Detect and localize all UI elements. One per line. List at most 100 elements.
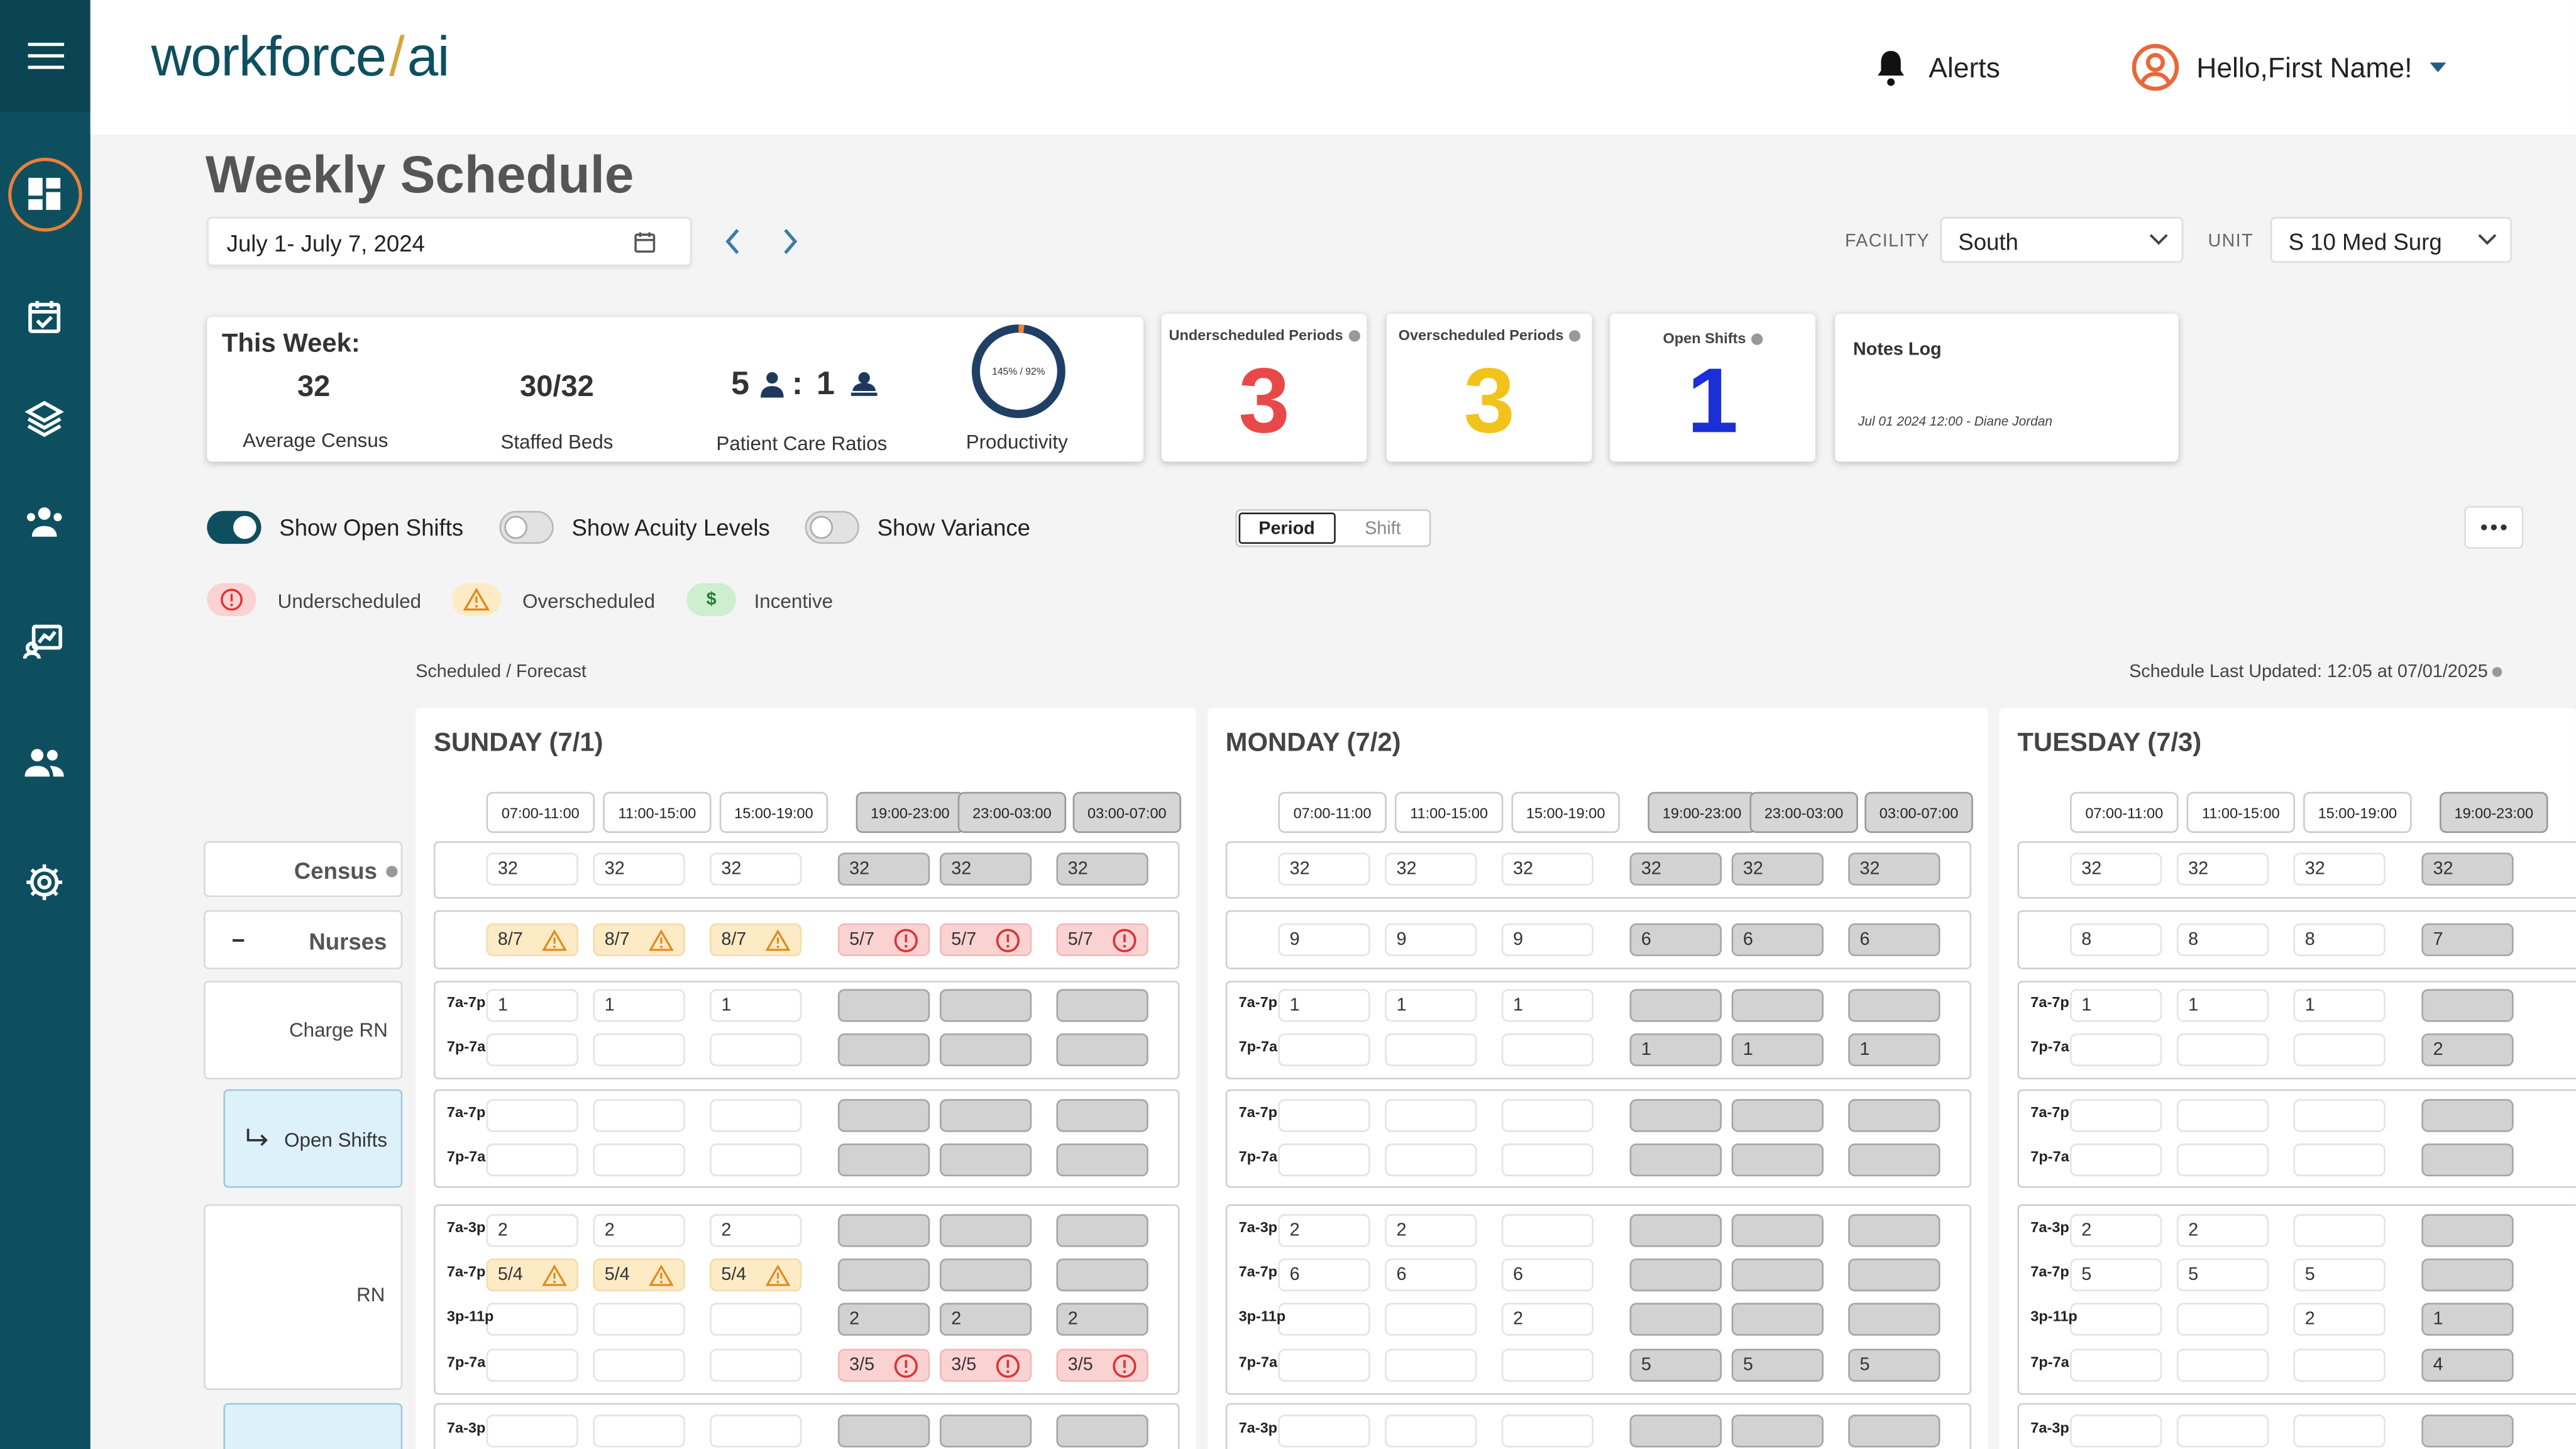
date-range-picker[interactable]: July 1- July 7, 2024 [207,216,692,267]
schedule-cell[interactable] [2176,1033,2269,1067]
schedule-cell[interactable]: 1 [2421,1303,2514,1336]
schedule-cell[interactable] [1629,1258,1722,1292]
schedule-cell[interactable]: 32 [1056,852,1148,886]
schedule-cell[interactable] [2421,989,2514,1022]
schedule-cell[interactable]: 9 [1278,923,1370,957]
schedule-cell[interactable]: 2 [1278,1214,1370,1247]
calendar-check-icon[interactable] [21,294,67,340]
schedule-cell[interactable] [2293,1214,2386,1247]
schedule-cell[interactable] [2176,1414,2269,1448]
schedule-cell[interactable]: 5/4 [486,1258,578,1292]
schedule-cell[interactable]: 1 [1501,989,1594,1022]
schedule-cell[interactable]: 32 [2421,852,2514,886]
notes-log-card[interactable]: Notes Log Jul 01 2024 12:00 - Diane Jord… [1835,314,2179,462]
schedule-cell[interactable] [939,1214,1032,1247]
schedule-cell[interactable]: 5/4 [593,1258,685,1292]
schedule-cell[interactable]: 8/7 [593,923,685,957]
schedule-cell[interactable] [1278,1303,1370,1336]
schedule-cell[interactable] [939,1143,1032,1177]
schedule-cell[interactable]: 2 [486,1214,578,1247]
unit-select[interactable]: S 10 Med Surg [2270,216,2513,263]
next-week-chevron-icon[interactable] [780,227,800,256]
time-slot-header[interactable]: 11:00-15:00 [2186,791,2296,834]
info-icon[interactable] [2492,667,2503,678]
menu-button[interactable] [0,0,91,112]
schedule-cell[interactable] [837,1214,930,1247]
layers-icon[interactable] [21,396,67,442]
schedule-cell[interactable] [1629,1214,1722,1247]
time-slot-header[interactable]: 19:00-23:00 [2440,791,2548,834]
underscheduled-card[interactable]: Underscheduled Periods 3 [1161,314,1367,462]
schedule-cell[interactable] [593,1348,685,1382]
schedule-cell[interactable] [837,1414,930,1448]
time-slot-header[interactable]: 07:00-11:00 [1278,791,1387,834]
schedule-cell[interactable] [2421,1414,2514,1448]
hamburger-menu-icon[interactable] [28,42,64,69]
user-avatar-icon[interactable] [2131,43,2180,92]
schedule-cell[interactable] [2421,1099,2514,1132]
chevron-down-icon[interactable] [2430,62,2447,72]
time-slot-header[interactable]: 15:00-19:00 [1511,791,1620,834]
schedule-cell[interactable] [486,1143,578,1177]
schedule-cell[interactable] [1731,1099,1824,1132]
schedule-cell[interactable] [2070,1099,2162,1132]
schedule-cell[interactable] [593,1033,685,1067]
schedule-cell[interactable] [2070,1143,2162,1177]
schedule-cell[interactable] [486,1348,578,1382]
schedule-cell[interactable] [1278,1099,1370,1132]
schedule-cell[interactable]: 32 [710,852,802,886]
schedule-cell[interactable]: 2 [710,1214,802,1247]
dashboard-icon[interactable] [21,171,67,217]
schedule-cell[interactable] [710,1414,802,1448]
time-slot-header[interactable]: 23:00-03:00 [957,791,1067,834]
schedule-cell[interactable]: 32 [1629,852,1722,886]
schedule-cell[interactable]: 6 [1629,923,1722,957]
schedule-cell[interactable] [1501,1414,1594,1448]
calendar-icon[interactable] [632,230,657,255]
schedule-cell[interactable]: 2 [1385,1214,1477,1247]
schedule-cell[interactable]: 2 [2293,1303,2386,1336]
schedule-cell[interactable] [710,1033,802,1067]
schedule-cell[interactable] [1629,1143,1722,1177]
schedule-cell[interactable] [1501,1143,1594,1177]
schedule-cell[interactable]: 1 [2070,989,2162,1022]
schedule-cell[interactable] [1501,1348,1594,1382]
nurses-row-label[interactable]: − Nurses [204,910,403,969]
schedule-cell[interactable] [1385,1099,1477,1132]
schedule-cell[interactable] [593,1414,685,1448]
schedule-cell[interactable] [2293,1033,2386,1067]
schedule-cell[interactable] [1278,1143,1370,1177]
schedule-cell[interactable]: 32 [939,852,1032,886]
schedule-cell[interactable]: 5/7 [837,923,930,957]
schedule-cell[interactable] [1056,989,1148,1022]
schedule-cell[interactable]: 5 [2176,1258,2269,1292]
schedule-cell[interactable]: 9 [1385,923,1477,957]
schedule-cell[interactable]: 3/5 [837,1348,930,1382]
schedule-cell[interactable]: 32 [593,852,685,886]
schedule-cell[interactable] [2070,1348,2162,1382]
schedule-cell[interactable] [1848,1214,1940,1247]
time-slot-header[interactable]: 15:00-19:00 [719,791,828,834]
schedule-cell[interactable] [593,1303,685,1336]
schedule-cell[interactable] [1731,1303,1824,1336]
open-shifts-row-label[interactable]: Open Shifts [223,1089,403,1188]
schedule-cell[interactable]: 4 [2421,1348,2514,1382]
schedule-cell[interactable] [1385,1348,1477,1382]
schedule-cell[interactable]: 8 [2070,923,2162,957]
schedule-cell[interactable]: 3/5 [939,1348,1032,1382]
schedule-cell[interactable] [939,1414,1032,1448]
schedule-cell[interactable] [486,1303,578,1336]
time-slot-header[interactable]: 15:00-19:00 [2303,791,2412,834]
schedule-cell[interactable]: 1 [486,989,578,1022]
schedule-cell[interactable]: 2 [1501,1303,1594,1336]
schedule-cell[interactable] [1848,1414,1940,1448]
notes-log-entry[interactable]: Jul 01 2024 12:00 - Diane Jordan [1858,414,2053,429]
schedule-cell[interactable]: 6 [1385,1258,1477,1292]
schedule-cell[interactable]: 32 [1731,852,1824,886]
schedule-cell[interactable]: 8 [2293,923,2386,957]
schedule-cell[interactable]: 32 [1501,852,1594,886]
schedule-cell[interactable]: 1 [710,989,802,1022]
schedule-cell[interactable] [2070,1303,2162,1336]
schedule-cell[interactable] [1848,1143,1940,1177]
schedule-cell[interactable] [1848,1258,1940,1292]
